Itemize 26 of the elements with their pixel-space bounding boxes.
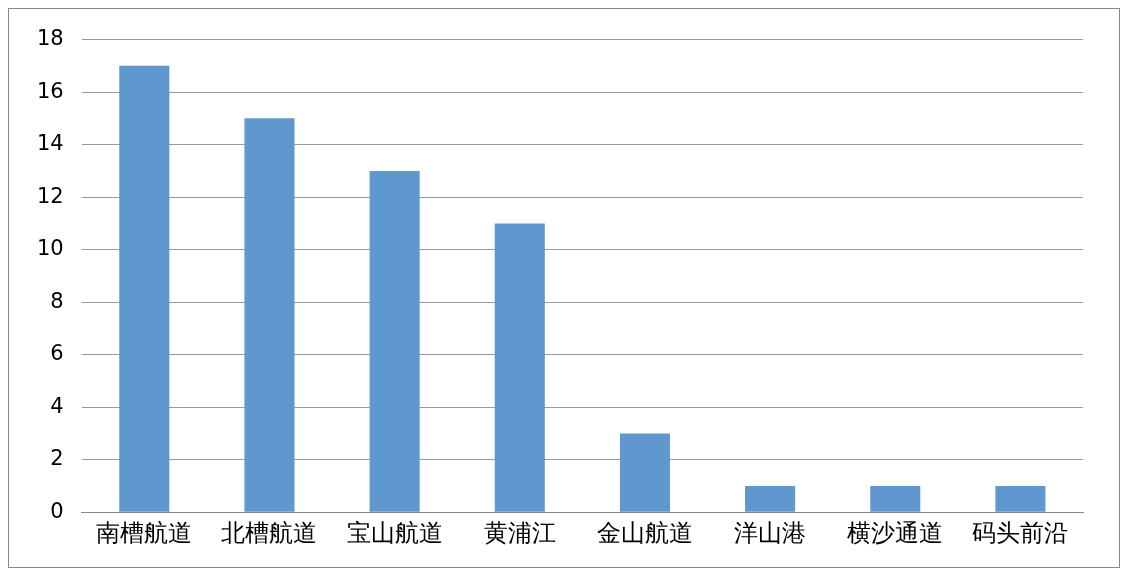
x-tick-label: 宝山航道 [346, 518, 443, 547]
bar [995, 485, 1046, 512]
y-tick-label: 8 [50, 288, 64, 313]
y-tick-label: 6 [50, 341, 64, 366]
x-tick-label: 黄浦江 [483, 518, 556, 547]
y-tick-label: 2 [50, 446, 64, 471]
x-tick-label: 洋山港 [734, 518, 807, 547]
bar [619, 433, 670, 512]
bar [870, 485, 921, 512]
bar [745, 485, 796, 512]
y-tick-label: 10 [36, 236, 64, 261]
x-tick-label: 北槽航道 [221, 518, 318, 547]
y-tick-label: 0 [50, 498, 64, 523]
x-tick-label: 南槽航道 [96, 518, 193, 547]
x-tick-label: 金山航道 [596, 518, 693, 547]
bar [494, 223, 545, 512]
x-tick-label: 码头前沿 [972, 518, 1069, 547]
y-tick-label: 14 [36, 131, 64, 156]
x-tick-label: 横沙通道 [847, 518, 944, 547]
y-tick-label: 16 [36, 78, 64, 103]
y-tick-label: 18 [36, 26, 64, 51]
y-tick-label: 12 [36, 183, 64, 208]
y-tick-label: 4 [50, 393, 64, 418]
bar [244, 118, 295, 512]
bar [119, 65, 170, 512]
bar [369, 170, 420, 512]
